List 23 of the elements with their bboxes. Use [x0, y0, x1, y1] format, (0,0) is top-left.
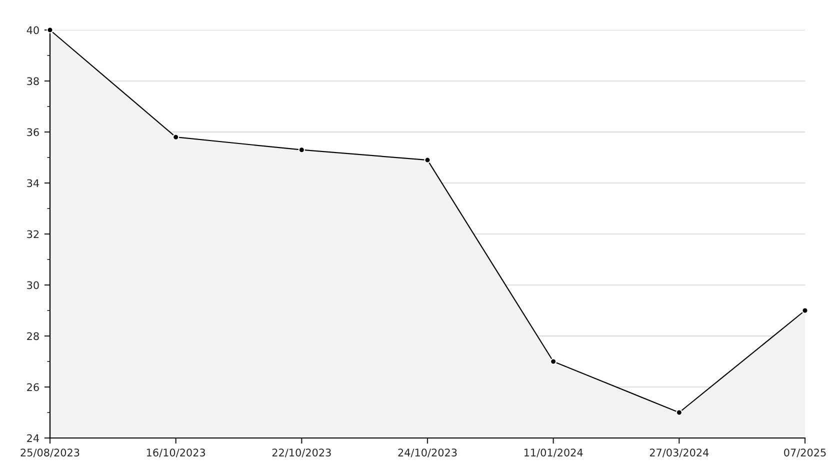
- x-tick-label: 16/10/2023: [146, 448, 206, 458]
- point: [802, 307, 808, 314]
- y-tick-label: 36: [27, 128, 39, 136]
- point: [424, 156, 431, 164]
- point: [46, 26, 54, 34]
- y-tick-label: 32: [27, 230, 39, 238]
- y-tick-label: 30: [27, 281, 39, 290]
- y-tick-label: 34: [27, 179, 39, 188]
- y-tick-label: 40: [26, 26, 39, 34]
- point: [676, 409, 682, 416]
- y-tick-label: 26: [27, 383, 39, 392]
- x-tick-label: 07/2025: [784, 448, 826, 458]
- point: [172, 134, 180, 140]
- x-tick-label: 27/03/2024: [650, 448, 709, 458]
- point: [298, 146, 305, 154]
- x-tick-label: 24/10/2023: [398, 448, 457, 458]
- x-tick-label: 22/10/2023: [272, 448, 331, 458]
- y-tick-label: 24: [27, 434, 39, 442]
- y-tick-label: 28: [27, 332, 39, 340]
- x-tick-label: 11/01/2024: [524, 448, 583, 458]
- point: [550, 358, 557, 365]
- y-tick-label: 38: [27, 77, 39, 86]
- x-tick-label: 25/08/2023: [20, 448, 80, 458]
